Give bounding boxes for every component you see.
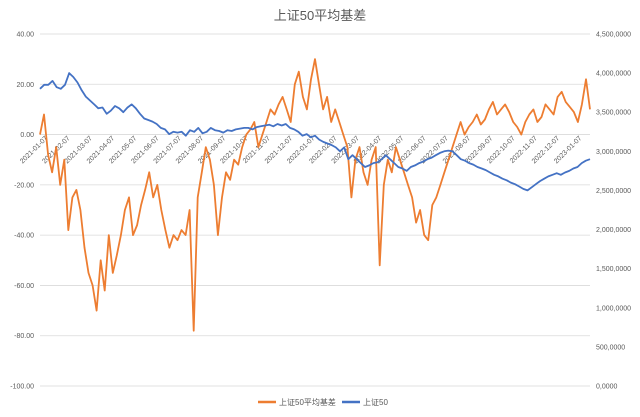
right-tick-label: 3,500,0000 [596,110,631,117]
right-tick-label: 500,0000 [596,344,625,351]
legend-label-sse50: 上证50 [363,398,388,407]
left-tick-label: 20.00 [16,82,34,89]
right-tick-label: 1,000,0000 [596,305,631,312]
right-axis-ticks: 4,500,0000 4,000,0000 3,500,0000 3,000,0000… [596,32,631,391]
left-axis-ticks: 40.00 20.00 0.00 -20.00 -40.00 -60.00 -80.00 -1… [10,32,34,391]
series-layer [39,58,591,332]
right-tick-label: 4,500,0000 [596,32,631,39]
left-tick-label: -80.00 [14,333,34,340]
right-tick-label: 2,500,0000 [596,188,631,195]
x-axis-ticks: 2021-01-072021-02-072021-03-072021-04-07… [19,135,583,165]
left-tick-label: -100.00 [10,384,34,391]
left-tick-label: -60.00 [14,283,34,290]
series-line-basis [39,58,591,332]
chart-title: 上证50平均基差 [274,8,366,23]
right-tick-label: 0,0000 [596,384,618,391]
left-tick-label: -20.00 [14,182,34,189]
left-tick-label: -40.00 [14,233,34,240]
right-tick-label: 1,500,0000 [596,266,631,273]
left-tick-label: 40.00 [16,32,34,39]
left-tick-label: 0.00 [20,132,34,139]
gridlines [40,33,590,387]
right-tick-label: 2,000,0000 [596,227,631,234]
legend-label-basis: 上证50平均基差 [279,397,336,407]
series-line-sse50 [39,72,591,192]
right-tick-label: 3,000,0000 [596,149,631,156]
legend: 上证50平均基差 上证50 [258,397,388,407]
right-tick-label: 4,000,0000 [596,71,631,78]
